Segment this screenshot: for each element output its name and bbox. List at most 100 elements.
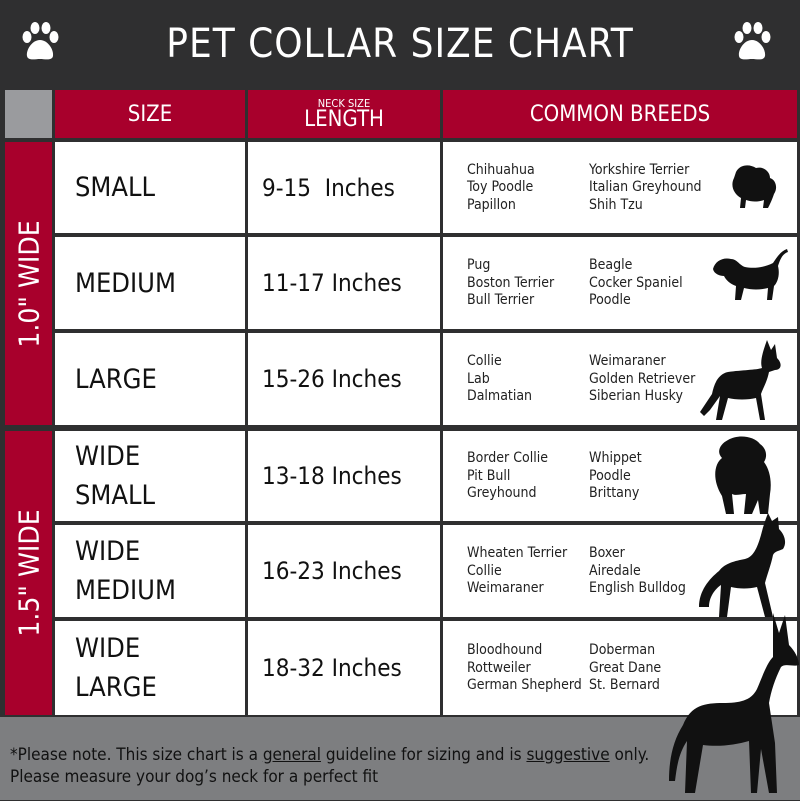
breed: Yorkshire Terrier (589, 161, 690, 178)
breeds-list-b: Beagle Cocker Spaniel Poodle (589, 257, 683, 310)
breed: Border Collie (467, 449, 548, 466)
size-cell: WIDE MEDIUM (55, 525, 245, 617)
breed: Great Dane (589, 659, 662, 676)
breeds-cell: Pug Boston Terrier Bull Terrier Beagle Cock… (443, 237, 797, 329)
size-name: WIDE (75, 536, 141, 567)
paw-icon (734, 22, 771, 60)
breed: English Bulldog (589, 579, 686, 596)
note-underlined: general (262, 745, 321, 765)
breed: Rottweiler (467, 659, 531, 676)
breeds-cell: Bloodhound Rottweiler German Shepherd Dobe… (443, 613, 799, 793)
breeds-list-b: Whippet Poodle Brittany (589, 450, 642, 503)
size-cell: WIDE LARGE (55, 621, 245, 715)
group-label-2: 1.5" WIDE (5, 431, 52, 715)
breeds-list-a: Border Collie Pit Bull Greyhound (467, 450, 548, 503)
breed: Doberman (589, 641, 656, 658)
note-line2: Please measure your dog’s neck for a per… (10, 767, 379, 787)
size-cell: WIDE SMALL (55, 431, 245, 521)
breed: Whippet (589, 449, 642, 466)
header-size: SIZE (55, 90, 245, 138)
breed: Weimaraner (589, 352, 666, 369)
length-cell: 9-15 Inches (248, 142, 440, 233)
breeds-list-a: Pug Boston Terrier Bull Terrier (467, 257, 554, 310)
length-cell: 18-32 Inches (248, 621, 440, 715)
header-length-small: NECK SIZE (317, 96, 371, 110)
breed: Chihuahua (467, 161, 535, 178)
breeds-cell: Border Collie Pit Bull Greyhound Whippet Po… (443, 431, 797, 521)
size-cell: SMALL (55, 142, 245, 233)
breed: Beagle (589, 256, 633, 273)
length-value: 16-23 Inches (262, 557, 402, 585)
page-title: PET COLLAR SIZE CHART (166, 21, 634, 67)
breeds-cell: Wheaten Terrier Collie Weimaraner Boxer Air… (443, 513, 797, 617)
breed: Wheaten Terrier (467, 544, 568, 561)
length-value: 18-32 Inches (262, 654, 402, 682)
breeds-list-b: Boxer Airedale English Bulldog (589, 545, 686, 598)
breed: Brittany (589, 484, 640, 501)
breed: Cocker Spaniel (589, 274, 683, 291)
breeds-list-a: Chihuahua Toy Poodle Papillon (467, 161, 535, 214)
size-name: LARGE (75, 363, 157, 395)
header-length-label: LENGTH (304, 106, 384, 132)
breed: German Shepherd (467, 676, 582, 693)
breed: Greyhound (467, 484, 537, 501)
length-cell: 15-26 Inches (248, 333, 440, 425)
breed: Collie (467, 562, 502, 579)
length-value: 9-15 Inches (262, 173, 395, 202)
length-cell: 11-17 Inches (248, 237, 440, 329)
header-breeds: COMMON BREEDS (443, 90, 797, 138)
breeds-list-b: Yorkshire Terrier Italian Greyhound Shih T… (589, 161, 702, 214)
size-name: WIDE (75, 441, 141, 472)
breed: Poodle (589, 467, 631, 484)
size-cell: MEDIUM (55, 237, 245, 329)
breed: Lab (467, 370, 490, 387)
group-label-text: 1.0" WIDE (12, 219, 45, 348)
header-breeds-label: COMMON BREEDS (529, 101, 711, 127)
corner-cell (5, 90, 52, 138)
breed: Golden Retriever (589, 370, 696, 387)
footer-note: *Please note. This size chart is a gener… (0, 717, 800, 800)
breed: Pit Bull (467, 467, 511, 484)
breeds-cell: Chihuahua Toy Poodle Papillon Yorkshire Te… (443, 142, 797, 233)
breeds-list-b: Weimaraner Golden Retriever Siberian Husky (589, 353, 695, 406)
group-label-text: 1.5" WIDE (12, 509, 45, 637)
breed: Pug (467, 256, 491, 273)
breed: Siberian Husky (589, 387, 683, 404)
breed: Dalmatian (467, 387, 533, 404)
breed: Papillon (467, 196, 516, 213)
breed: Boxer (589, 544, 625, 561)
group-label-1: 1.0" WIDE (5, 142, 52, 425)
breed: Weimaraner (467, 579, 544, 596)
header-size-label: SIZE (127, 101, 173, 127)
size-name: MEDIUM (75, 575, 176, 606)
breeds-list-b: Doberman Great Dane St. Bernard (589, 642, 661, 695)
length-value: 11-17 Inches (262, 269, 402, 297)
size-name: SMALL (75, 172, 156, 203)
paw-icon (22, 22, 59, 60)
breed: Poodle (589, 291, 631, 308)
length-value: 13-18 Inches (262, 462, 402, 490)
breeds-list-a: Wheaten Terrier Collie Weimaraner (467, 545, 567, 598)
breeds-list-a: Collie Lab Dalmatian (467, 353, 532, 406)
length-cell: 13-18 Inches (248, 431, 440, 521)
size-name: MEDIUM (75, 267, 176, 299)
note-underlined: suggestive (526, 745, 610, 765)
size-cell: LARGE (55, 333, 245, 425)
breed: Toy Poodle (467, 178, 534, 195)
size-name: LARGE (75, 672, 157, 703)
breed: St. Bernard (589, 676, 660, 693)
breed: Collie (467, 352, 502, 369)
size-name: SMALL (75, 480, 156, 511)
breed: Bull Terrier (467, 291, 535, 308)
breeds-cell: Collie Lab Dalmatian Weimaraner Golden Retr… (443, 333, 797, 425)
breed: Shih Tzu (589, 196, 643, 213)
note-text: *Please note. This size chart is a (10, 745, 263, 765)
length-cell: 16-23 Inches (248, 525, 440, 617)
note-text: only. (609, 745, 650, 765)
breed: Bloodhound (467, 641, 543, 658)
header-length: NECK SIZE LENGTH (248, 90, 440, 138)
breeds-list-a: Bloodhound Rottweiler German Shepherd (467, 642, 582, 695)
note-text: guideline for sizing and is (320, 745, 527, 765)
breed: Airedale (589, 562, 641, 579)
breed: Boston Terrier (467, 274, 555, 291)
